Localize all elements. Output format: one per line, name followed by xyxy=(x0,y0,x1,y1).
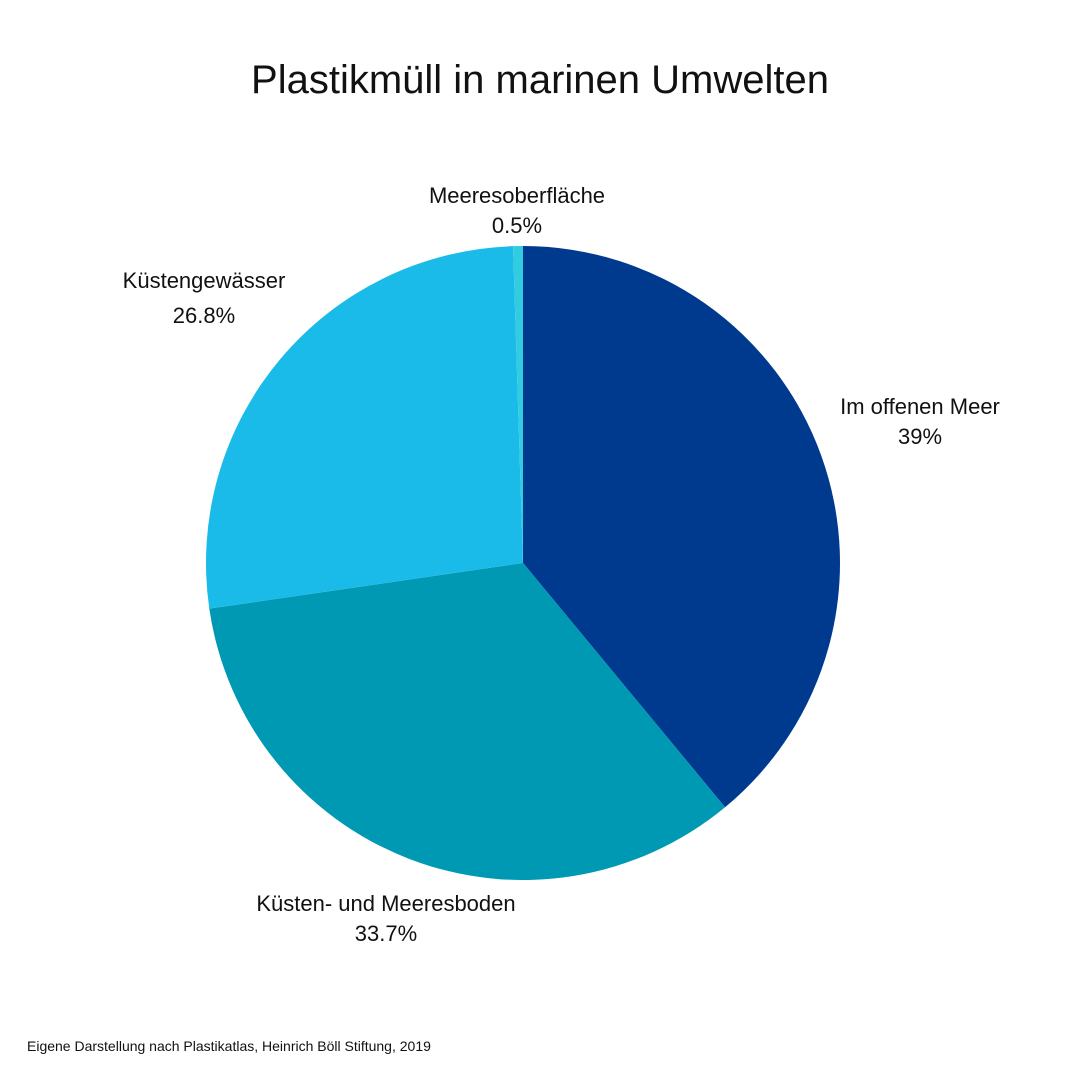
label-kuestengewaesser: Küstengewässer xyxy=(123,268,286,293)
value-im-offenen-meer: 39% xyxy=(898,424,942,449)
value-meeresoberflaeche: 0.5% xyxy=(492,213,542,238)
label-meeresoberflaeche: Meeresoberfläche xyxy=(429,183,605,208)
value-kuesten-und-meeresboden: 33.7% xyxy=(355,921,417,946)
slice-meeresoberflaeche xyxy=(513,246,523,563)
label-im-offenen-meer: Im offenen Meer xyxy=(840,394,1000,419)
slice-labels: Im offenen Meer 39% Küsten- und Meeresbo… xyxy=(123,183,1000,946)
slice-kuestengewaesser xyxy=(205,246,524,609)
label-kuesten-und-meeresboden: Küsten- und Meeresboden xyxy=(256,891,515,916)
chart-title: Plastikmüll in marinen Umwelten xyxy=(251,58,829,102)
source-note: Eigene Darstellung nach Plastikatlas, He… xyxy=(27,1038,431,1054)
pie-slices xyxy=(205,246,840,880)
slice-kuesten-und-meeresboden xyxy=(209,563,726,880)
value-kuestengewaesser: 26.8% xyxy=(173,303,235,328)
slice-im-offenen-meer xyxy=(523,246,840,808)
